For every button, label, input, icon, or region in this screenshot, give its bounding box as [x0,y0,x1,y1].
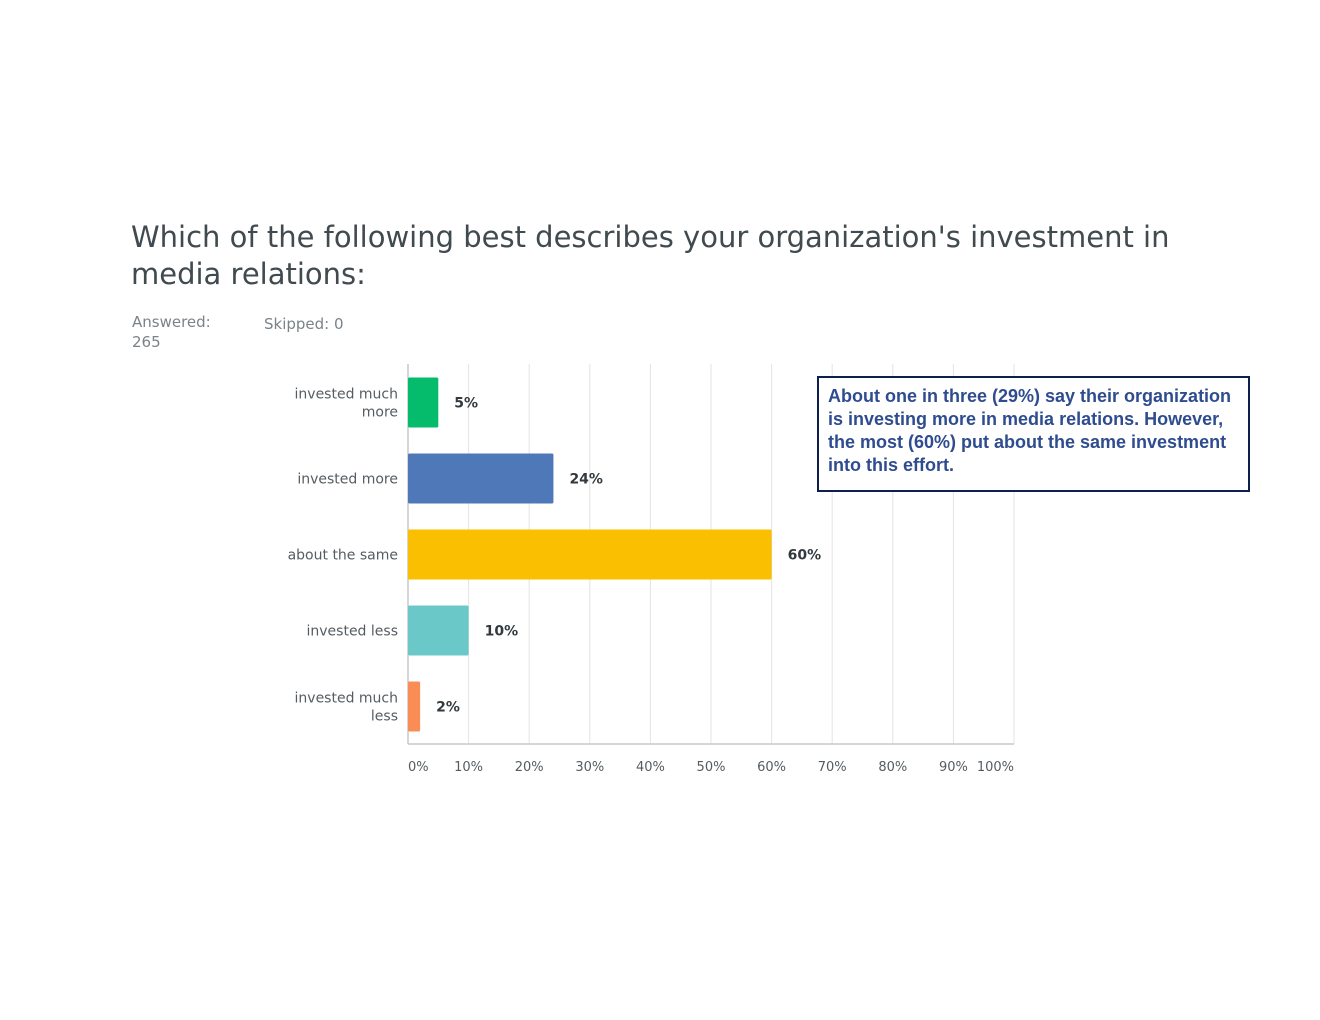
callout-note: About one in three (29%) say their organ… [817,376,1250,492]
bars [408,377,772,732]
answered-count: Answered: 265 [132,313,211,351]
x-tick-label: 40% [636,760,665,775]
bar [408,605,469,656]
category-label: invested more [297,472,398,488]
bar [408,453,554,504]
value-label: 5% [454,396,478,412]
bar [408,529,772,580]
x-tick-label: 50% [697,760,726,775]
x-tick-label: 80% [878,760,907,775]
bar [408,681,421,732]
value-label: 24% [569,472,603,488]
x-tick-label: 70% [818,760,847,775]
bar [408,377,439,428]
question-title: Which of the following best describes yo… [131,220,1170,291]
category-label: invested much [295,387,398,403]
x-tick-label: 100% [977,760,1014,775]
category-label: less [371,709,398,725]
x-tick-label: 0% [408,760,429,775]
value-label: 10% [485,624,519,640]
x-tick-label: 10% [454,760,483,775]
x-tick-label: 90% [939,760,968,775]
x-tick-label: 60% [757,760,786,775]
value-label: 2% [436,700,460,716]
category-label: more [362,405,398,421]
category-label: about the same [288,548,398,564]
labels: 0% 10% 20% 30% 40% 50% 60% 70% 80% 90% 100% investe… [288,387,1014,776]
category-label: invested much [295,691,398,707]
x-tick-label: 20% [515,760,544,775]
category-label: invested less [307,624,399,640]
value-label: 60% [788,548,822,564]
skipped-count: Skipped: 0 [264,315,344,333]
x-tick-label: 30% [575,760,604,775]
